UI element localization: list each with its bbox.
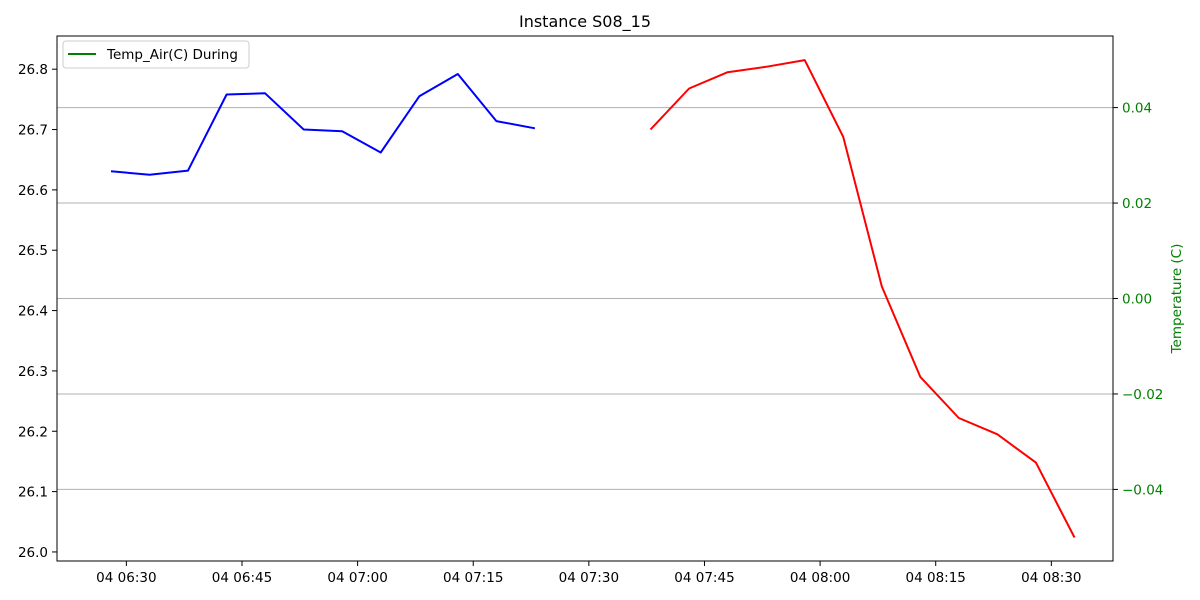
y-tick-label: 26.6 (18, 183, 48, 199)
y-tick-label: 26.2 (18, 424, 48, 440)
x-tick-label: 04 07:15 (443, 570, 503, 586)
series-layer (110, 59, 1076, 538)
x-tick-label: 04 06:30 (96, 570, 156, 586)
x-tick-label: 04 08:00 (790, 570, 850, 586)
y-tick-label: 26.4 (18, 304, 48, 320)
y-tick-label: 26.1 (18, 485, 48, 501)
y2-tick-label: 0.00 (1122, 292, 1152, 308)
y2-tick-label: −0.02 (1122, 387, 1163, 403)
y2-tick-label: 0.02 (1122, 196, 1152, 212)
x-tick-label: 04 07:00 (327, 570, 387, 586)
y-tick-label: 26.5 (18, 243, 48, 259)
y-axis-left: 26.0 26.1 26.2 26.3 26.4 26.5 26.6 26.7 26.8 (18, 62, 57, 561)
x-tick-label: 04 08:15 (906, 570, 966, 586)
y2-tick-label: −0.04 (1122, 482, 1163, 498)
x-tick-label: 04 08:30 (1021, 570, 1081, 586)
x-tick-label: 04 06:45 (212, 570, 272, 586)
y-axis-right: −0.04 −0.02 0.00 0.02 0.04 (1113, 101, 1163, 498)
series-line (649, 59, 1076, 538)
y-tick-label: 26.7 (18, 123, 48, 139)
y-tick-label: 26.0 (18, 545, 48, 561)
series-line (110, 73, 536, 176)
chart-title: Instance S08_15 (519, 12, 651, 32)
x-axis: 04 06:30 04 06:45 04 07:00 04 07:15 04 07:30… (96, 561, 1082, 586)
legend-box (62, 40, 250, 69)
x-tick-label: 04 07:45 (674, 570, 734, 586)
x-tick-label: 04 07:30 (559, 570, 619, 586)
legend-label: Temp_Air(C) During (106, 47, 238, 63)
y-tick-label: 26.8 (18, 62, 48, 78)
y-tick-label: 26.3 (18, 364, 48, 380)
legend: Temp_Air(C) During (62, 40, 250, 69)
grid-lines (57, 107, 1113, 490)
y2-axis-label: Temperature (C) (1169, 244, 1185, 355)
y2-tick-label: 0.04 (1122, 101, 1152, 117)
